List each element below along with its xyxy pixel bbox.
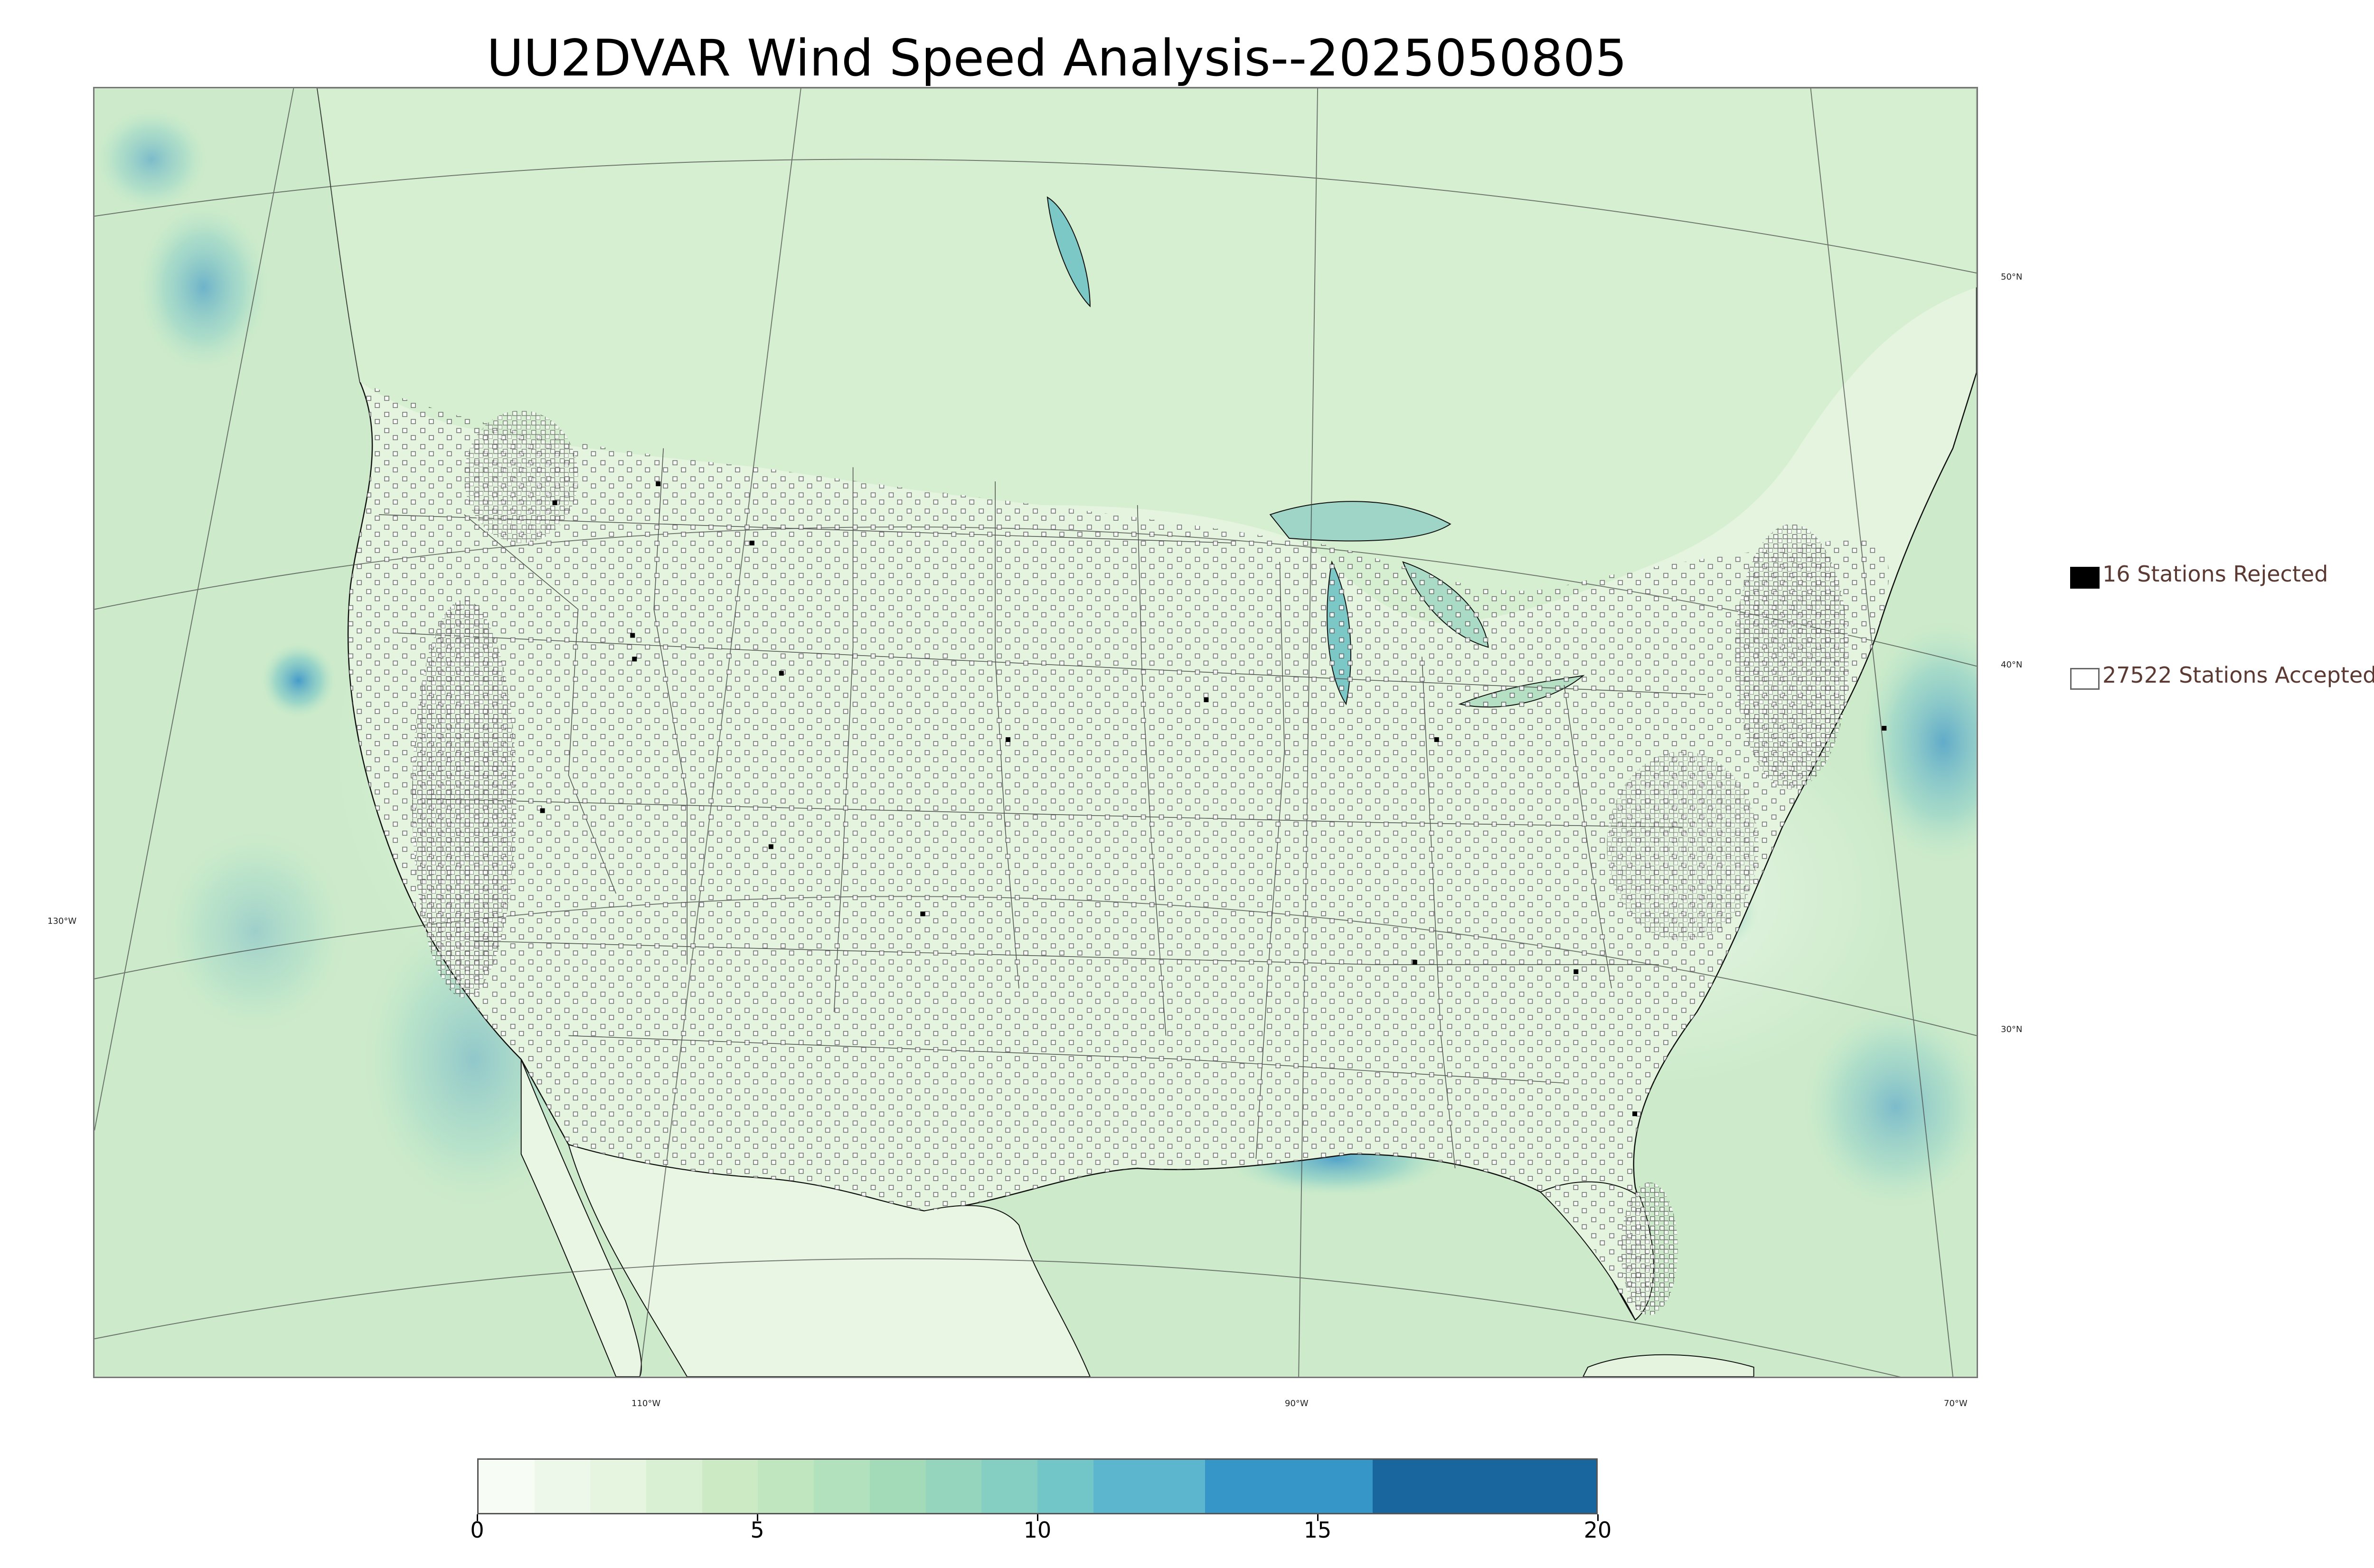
lake-winnipeg — [1046, 196, 1091, 308]
baja-peninsula — [520, 1059, 642, 1377]
colorbar-tick-label: 0 — [470, 1517, 484, 1543]
colorbar-tick — [1597, 1514, 1599, 1521]
lat-label-40n: 40°N — [2001, 660, 2023, 670]
lat-label-30n: 30°N — [2001, 1024, 2023, 1034]
legend-accepted-label: 27522 Stations Accepted — [2102, 662, 2374, 688]
map-title: UU2DVAR Wind Speed Analysis--2025050805 — [487, 29, 1627, 87]
colorbar-tick — [1037, 1514, 1038, 1521]
colorbar-bin — [869, 1460, 926, 1513]
colorbar-tick-label: 5 — [750, 1517, 764, 1543]
rejected-swatch — [2070, 567, 2100, 589]
colorbar-bin — [1205, 1460, 1373, 1513]
colorbar-bin — [590, 1460, 647, 1513]
cuba — [1583, 1354, 1754, 1377]
colorbar-bin — [479, 1460, 535, 1513]
accepted-swatch — [2070, 668, 2100, 690]
colorbar-bin — [925, 1460, 982, 1513]
colorbar-bin — [814, 1460, 870, 1513]
lake-superior — [1269, 501, 1451, 542]
lon-label-70w: 70°W — [1944, 1399, 1968, 1408]
colorbar-tick-label: 15 — [1303, 1517, 1332, 1543]
legend-rejected: 16 Stations Rejected — [2070, 561, 2328, 589]
colorbar-bin — [646, 1460, 702, 1513]
lon-label-130w: 130°W — [47, 916, 77, 926]
colorbar-bin — [1037, 1460, 1093, 1513]
legend-accepted: 27522 Stations Accepted — [2070, 662, 2374, 690]
colorbar-bin — [1373, 1460, 1596, 1513]
colorbar-tick — [477, 1514, 478, 1521]
colorbar-tick — [1317, 1514, 1319, 1521]
lon-label-110w: 110°W — [631, 1399, 661, 1408]
colorbar-tick-label: 20 — [1583, 1517, 1612, 1543]
colorbar-bin — [758, 1460, 814, 1513]
colorbar-tick-label: 10 — [1023, 1517, 1052, 1543]
canada-landmass — [317, 88, 1977, 624]
colorbar-bin — [1093, 1460, 1205, 1513]
wind-speed-colorbar — [477, 1458, 1598, 1514]
colorbar-tick — [757, 1514, 758, 1521]
wind-speed-map[interactable] — [93, 87, 1978, 1378]
colorbar-bin — [534, 1460, 591, 1513]
rejected-station-markers — [540, 481, 1887, 1117]
colorbar-bin — [702, 1460, 758, 1513]
lon-label-90w: 90°W — [1285, 1399, 1309, 1408]
map-canvas — [94, 88, 1977, 1377]
lat-label-50n: 50°N — [2001, 272, 2023, 282]
legend-rejected-label: 16 Stations Rejected — [2102, 561, 2328, 587]
accepted-station-markers — [348, 382, 1889, 1320]
colorbar-bin — [981, 1460, 1037, 1513]
